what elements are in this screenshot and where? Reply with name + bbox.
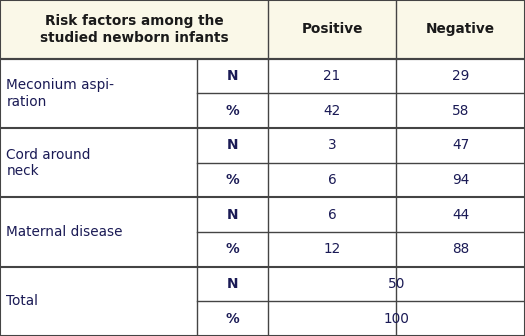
Text: Maternal disease: Maternal disease xyxy=(6,225,123,239)
Text: 58: 58 xyxy=(452,104,469,118)
Bar xyxy=(0,128,197,198)
Text: Cord around
neck: Cord around neck xyxy=(6,148,91,178)
Text: 88: 88 xyxy=(452,242,469,256)
Bar xyxy=(0,198,197,267)
Bar xyxy=(268,59,396,93)
Bar xyxy=(396,232,525,267)
Text: 47: 47 xyxy=(452,138,469,153)
Text: %: % xyxy=(226,242,239,256)
Text: 12: 12 xyxy=(323,242,341,256)
Bar xyxy=(268,267,525,301)
Bar xyxy=(268,128,396,163)
Bar xyxy=(0,267,197,336)
Text: 3: 3 xyxy=(328,138,337,153)
Bar xyxy=(197,198,268,232)
Bar xyxy=(197,128,268,163)
Bar xyxy=(197,301,268,336)
Text: Total: Total xyxy=(6,294,38,308)
Text: N: N xyxy=(227,69,238,83)
Text: 42: 42 xyxy=(323,104,341,118)
Bar xyxy=(268,163,396,198)
Text: N: N xyxy=(227,277,238,291)
Text: %: % xyxy=(226,173,239,187)
Text: 21: 21 xyxy=(323,69,341,83)
Bar xyxy=(268,301,525,336)
Bar xyxy=(197,93,268,128)
Bar xyxy=(268,198,396,232)
Text: 44: 44 xyxy=(452,208,469,222)
Bar xyxy=(197,267,268,301)
Text: %: % xyxy=(226,104,239,118)
Bar xyxy=(0,0,525,59)
Bar xyxy=(396,128,525,163)
Bar xyxy=(197,59,268,93)
Text: 100: 100 xyxy=(383,312,410,326)
Text: 6: 6 xyxy=(328,208,337,222)
Bar xyxy=(396,163,525,198)
Bar xyxy=(268,93,396,128)
Text: Meconium aspi-
ration: Meconium aspi- ration xyxy=(6,78,114,109)
Bar xyxy=(396,59,525,93)
Bar xyxy=(268,232,396,267)
Text: Negative: Negative xyxy=(426,23,495,36)
Bar xyxy=(396,93,525,128)
Bar xyxy=(396,198,525,232)
Text: 29: 29 xyxy=(452,69,469,83)
Text: N: N xyxy=(227,208,238,222)
Text: N: N xyxy=(227,138,238,153)
Text: 50: 50 xyxy=(387,277,405,291)
Bar xyxy=(197,232,268,267)
Text: %: % xyxy=(226,312,239,326)
Bar xyxy=(0,59,197,128)
Text: 6: 6 xyxy=(328,173,337,187)
Text: Positive: Positive xyxy=(301,23,363,36)
Bar xyxy=(197,163,268,198)
Text: 94: 94 xyxy=(452,173,469,187)
Text: Risk factors among the
studied newborn infants: Risk factors among the studied newborn i… xyxy=(39,14,228,44)
